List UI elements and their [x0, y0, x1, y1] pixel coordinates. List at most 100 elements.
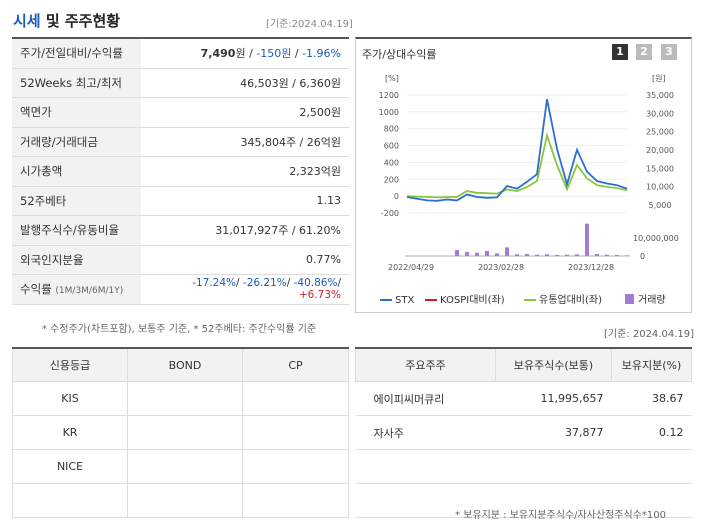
row-label: 발행주식수/유동비율 [12, 215, 141, 246]
holders-base-date: [기준: 2024.04.19] [604, 329, 695, 340]
left-tick-label: 1200 [379, 91, 399, 100]
credit-agency: KR [12, 415, 128, 450]
holder-header-name: 주요주주 [355, 347, 496, 382]
quote-table: 주가/전일대비/수익률 7,490원 / -150원 / -1.96% 52We… [12, 37, 349, 305]
left-tick-label: 0 [394, 192, 399, 201]
right-tick-label: 15,000 [646, 164, 674, 173]
volume-bar [475, 252, 479, 256]
section-title-main: 시세 [13, 12, 41, 30]
legend-swatch-volume [625, 294, 634, 304]
volume-bar [595, 254, 599, 256]
left-tick-label: 1000 [379, 108, 399, 117]
section-title: 시세 및 주주현황 [13, 10, 120, 31]
row-value: 345,804주 / 26억원 [141, 127, 349, 157]
volume-bar [525, 254, 529, 256]
return-6m: -40.86% [293, 277, 338, 290]
volume-bar [455, 250, 459, 256]
left-tick-label: -200 [381, 209, 399, 218]
base-date: [기준:2024.04.19] [266, 19, 353, 30]
table-row: 주가/전일대비/수익률 7,490원 / -150원 / -1.96% [12, 38, 349, 69]
holder-shares: 37,877 [495, 415, 612, 450]
table-row: KR [12, 415, 349, 450]
x-label-2: 2023/02/28 [478, 263, 524, 272]
table-row [355, 449, 692, 484]
shareholder-table: 주요주주 보유주식수(보통) 보유지분(%) 에이피씨머큐리 11,995,657… [355, 347, 692, 518]
volume-bar [605, 254, 609, 256]
series-line-industry [406, 132, 628, 199]
row-value: 46,503원 / 6,360원 [141, 68, 349, 98]
table-row: 외국인지분율 0.77% [12, 245, 349, 275]
section-title-rest: 및 주주현황 [40, 12, 121, 30]
holder-header-shares: 보유주식수(보통) [495, 347, 612, 382]
holder-shares: 11,995,657 [495, 381, 612, 416]
table-row: 52주베타 1.13 [12, 186, 349, 216]
table-row: 52Weeks 최고/최저 46,503원 / 6,360원 [12, 68, 349, 98]
separator: / [236, 277, 243, 290]
chart-page-1[interactable]: 1 [612, 44, 628, 60]
credit-bond [127, 449, 243, 484]
table-row: 시가총액 2,323억원 [12, 156, 349, 187]
volume-zero: 0 [640, 252, 645, 261]
volume-bars [455, 223, 629, 256]
return-3m: -26.21% [242, 277, 287, 290]
chart-title: 주가/상대수익률 [362, 48, 437, 61]
credit-cp [242, 415, 349, 450]
row-label: 주가/전일대비/수익률 [12, 38, 141, 69]
table-header-row: 신용등급 BOND CP [12, 347, 349, 382]
price-value: 7,490원 / -150원 / -1.96% [141, 38, 349, 69]
row-label: 수익률 (1M/3M/6M/1Y) [12, 274, 141, 305]
chart-page-3[interactable]: 3 [661, 44, 677, 60]
row-label: 52Weeks 최고/최저 [12, 68, 141, 98]
returns-value: -17.24%/ -26.21%/ -40.86%/ +6.73% [141, 274, 349, 305]
quote-footnote: * 수정주가(차트포함), 보통주 기준, * 52주베타: 주간수익률 기준 [42, 324, 317, 335]
price-unit: 원 [235, 47, 246, 61]
volume-bar [615, 255, 619, 256]
credit-header-rating: 신용등급 [12, 347, 128, 382]
credit-agency [12, 483, 128, 518]
row-label: 외국인지분율 [12, 245, 141, 275]
table-header-row: 주요주주 보유주식수(보통) 보유지분(%) [355, 347, 692, 382]
right-tick-label: 20,000 [646, 146, 674, 155]
right-tick-label: 25,000 [646, 128, 674, 137]
separator: / [245, 47, 257, 61]
returns-label: 수익률 [20, 282, 52, 297]
volume-bar [495, 253, 499, 256]
left-tick-label: 600 [384, 142, 399, 151]
table-row: NICE [12, 449, 349, 484]
holder-header-ratio: 보유지분(%) [611, 347, 692, 382]
holder-ratio: 0.12 [611, 415, 692, 450]
row-label: 시가총액 [12, 156, 141, 187]
right-tick-label: 10,000 [646, 183, 674, 192]
table-row: 발행주식수/유동비율 31,017,927주 / 61.20% [12, 215, 349, 246]
return-1y: +6.73% [298, 289, 341, 302]
credit-bond [127, 381, 243, 416]
legend-stx: STX [395, 295, 414, 306]
credit-cp [242, 483, 349, 518]
table-row: KIS [12, 381, 349, 416]
share-footnote: * 보유지분 : 보유지분주식수/자사산정주식수*100 [455, 510, 666, 521]
left-tick-label: 200 [384, 175, 399, 184]
volume-bar [585, 223, 589, 256]
chart-page-2[interactable]: 2 [636, 44, 652, 60]
series-line-stx [406, 99, 628, 202]
table-row: 거래량/거래대금 345,804주 / 26억원 [12, 127, 349, 157]
separator: / [337, 277, 341, 290]
legend-volume: 거래량 [638, 294, 666, 306]
volume-tick: 10,000,000 [633, 234, 679, 243]
table-row: 수익률 (1M/3M/6M/1Y) -17.24%/ -26.21%/ -40.… [12, 274, 349, 305]
legend-industry: 유통업대비(좌) [539, 293, 602, 306]
credit-header-bond: BOND [127, 347, 243, 382]
returns-sublabel: (1M/3M/6M/1Y) [55, 286, 124, 297]
table-row [12, 483, 349, 518]
table-row: 에이피씨머큐리 11,995,657 38.67 [355, 381, 692, 416]
credit-bond [127, 415, 243, 450]
left-axis-ticks: 1200 1000 800 600 400 200 0 -200 [379, 91, 399, 218]
volume-bar [555, 255, 559, 256]
row-label: 거래량/거래대금 [12, 127, 141, 157]
current-price: 7,490 [200, 47, 236, 61]
table-row [355, 483, 692, 518]
right-tick-label: 30,000 [646, 109, 674, 118]
row-label: 액면가 [12, 97, 141, 128]
right-tick-label: 5,000 [649, 201, 672, 210]
row-value: 31,017,927주 / 61.20% [141, 215, 349, 246]
